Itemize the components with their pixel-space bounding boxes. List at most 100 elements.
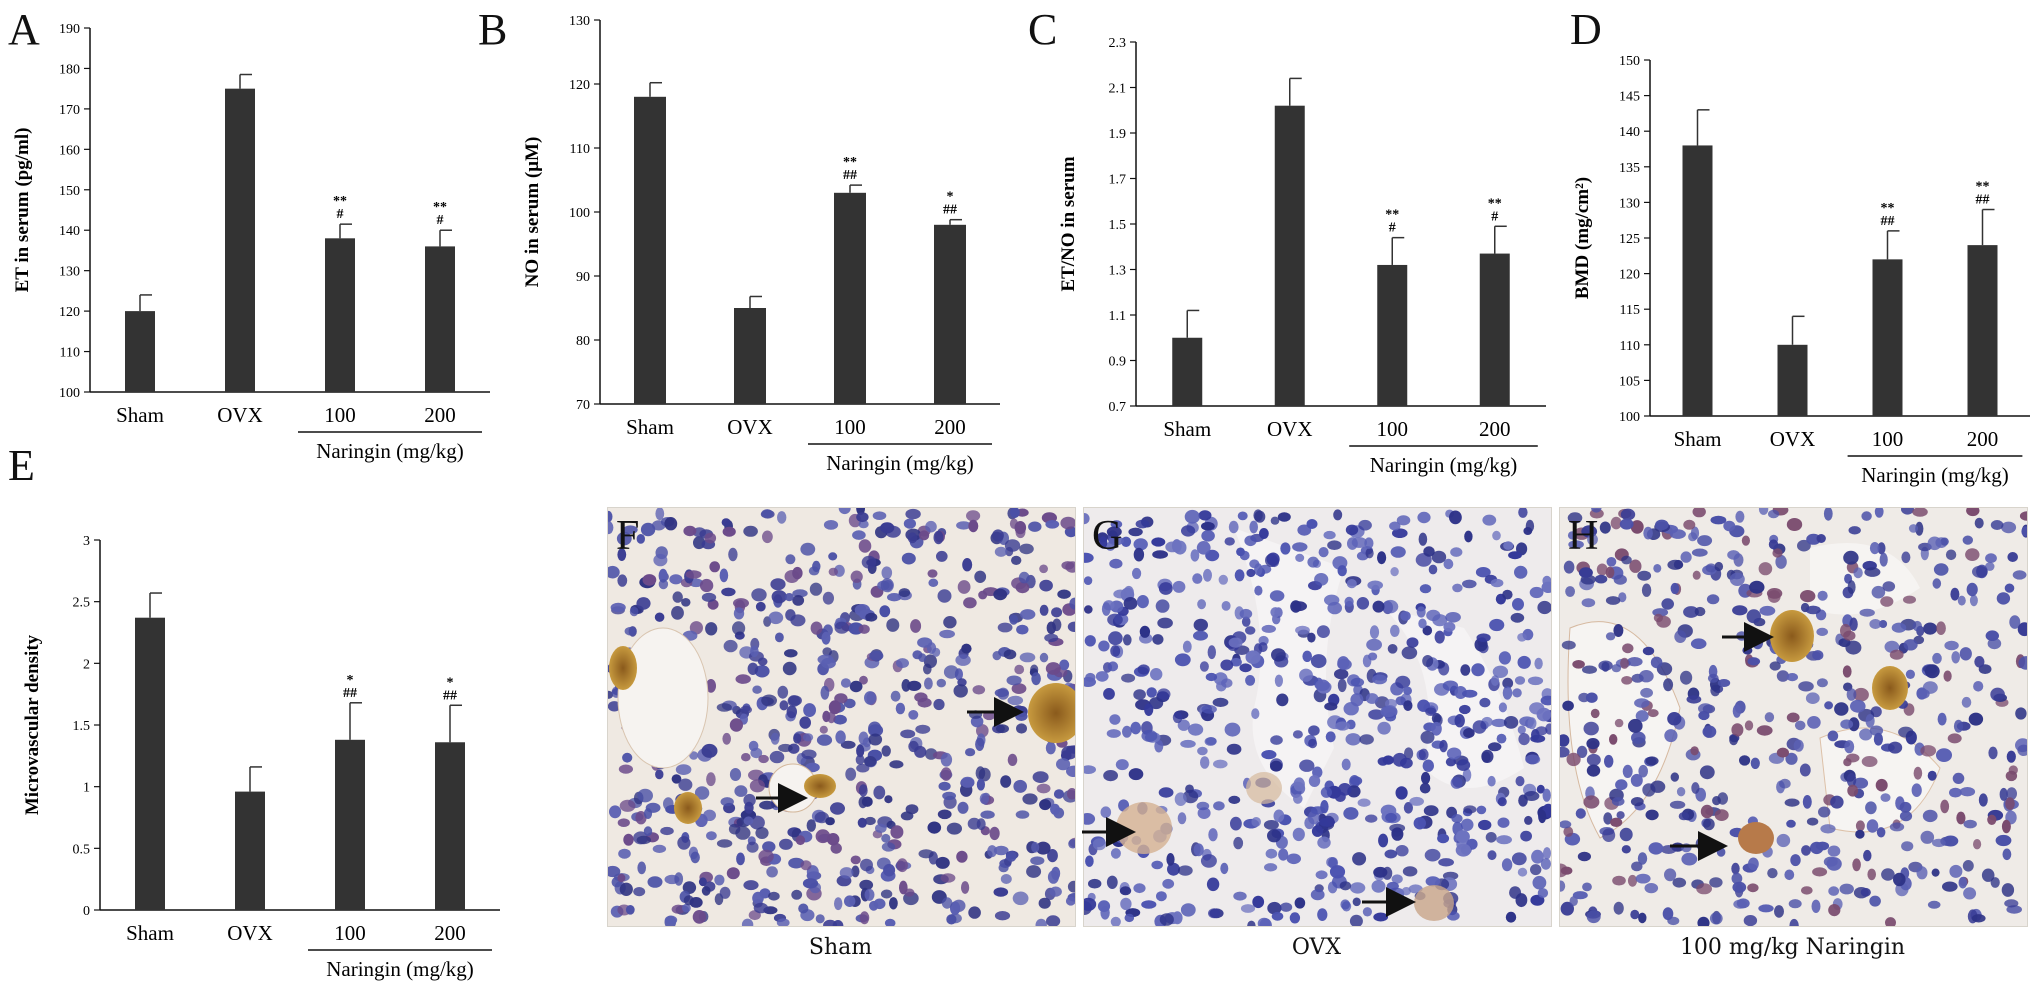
cell-nucleus bbox=[881, 745, 891, 757]
cell-nucleus bbox=[729, 718, 743, 732]
cell-nucleus bbox=[1691, 548, 1708, 557]
cell-nucleus bbox=[1101, 602, 1111, 616]
y-tick-label: 2.3 bbox=[1109, 36, 1127, 51]
cell-nucleus bbox=[1621, 555, 1632, 565]
cell-nucleus bbox=[706, 831, 717, 841]
cell-nucleus bbox=[819, 725, 828, 734]
cell-nucleus bbox=[1995, 834, 2012, 847]
cell-nucleus bbox=[1913, 766, 1923, 780]
cell-nucleus bbox=[1491, 675, 1500, 686]
cell-nucleus bbox=[1151, 860, 1163, 870]
group-label: Naringin (mg/kg) bbox=[1370, 453, 1518, 477]
cell-nucleus bbox=[1365, 693, 1379, 704]
cell-nucleus bbox=[1386, 881, 1399, 891]
cell-nucleus bbox=[1487, 850, 1497, 861]
cell-nucleus bbox=[1669, 529, 1686, 539]
y-tick-label: 105 bbox=[1619, 374, 1640, 389]
cell-nucleus bbox=[1106, 729, 1121, 738]
cell-nucleus bbox=[849, 680, 863, 693]
cell-nucleus bbox=[1741, 535, 1750, 546]
cell-nucleus bbox=[1786, 518, 1803, 531]
cell-nucleus bbox=[1382, 599, 1399, 614]
cell-nucleus bbox=[1239, 663, 1252, 673]
cell-nucleus bbox=[975, 737, 985, 751]
cell-nucleus bbox=[1786, 819, 1796, 828]
cell-nucleus bbox=[1156, 891, 1167, 902]
cell-nucleus bbox=[937, 809, 952, 820]
cell-nucleus bbox=[1716, 847, 1726, 857]
bar bbox=[225, 88, 255, 393]
group-label: Naringin (mg/kg) bbox=[1861, 463, 2009, 487]
significance-label: * bbox=[947, 190, 954, 205]
cell-nucleus bbox=[927, 821, 942, 834]
cell-nucleus bbox=[1931, 868, 1940, 877]
cell-nucleus bbox=[1431, 550, 1447, 564]
cell-nucleus bbox=[1402, 866, 1418, 877]
cell-nucleus bbox=[1710, 684, 1721, 697]
cell-nucleus bbox=[851, 865, 860, 878]
cell-nucleus bbox=[758, 754, 769, 764]
cell-nucleus bbox=[2009, 615, 2021, 629]
cell-nucleus bbox=[859, 675, 868, 685]
cell-nucleus bbox=[1849, 617, 1858, 631]
cell-nucleus bbox=[1827, 845, 1841, 857]
cell-nucleus bbox=[1653, 564, 1662, 573]
cell-nucleus bbox=[1426, 609, 1441, 622]
cell-nucleus bbox=[694, 786, 710, 800]
cell-nucleus bbox=[721, 587, 736, 597]
cell-nucleus bbox=[1121, 536, 1132, 547]
cell-nucleus bbox=[690, 851, 700, 864]
cell-nucleus bbox=[1742, 646, 1753, 655]
chart-e: 0 0.5 1 1.5 2 2.5 3 Microvascular density Sham OV… bbox=[22, 534, 500, 981]
cell-nucleus bbox=[1308, 775, 1321, 787]
cell-nucleus bbox=[1389, 521, 1401, 531]
cell-nucleus bbox=[1401, 646, 1418, 660]
cell-nucleus bbox=[1756, 725, 1773, 736]
cell-nucleus bbox=[1602, 828, 1616, 842]
cell-nucleus bbox=[1345, 524, 1359, 536]
cell-nucleus bbox=[980, 810, 995, 819]
cell-nucleus bbox=[683, 525, 697, 537]
cell-nucleus bbox=[868, 724, 884, 737]
cell-nucleus bbox=[618, 764, 633, 774]
cell-nucleus bbox=[747, 662, 759, 675]
cell-nucleus bbox=[1000, 874, 1012, 884]
bar bbox=[734, 308, 766, 404]
cell-nucleus bbox=[1626, 657, 1643, 667]
cell-nucleus bbox=[1696, 883, 1712, 895]
cell-nucleus bbox=[1463, 728, 1475, 738]
cell-nucleus bbox=[1394, 888, 1405, 899]
cell-nucleus bbox=[692, 910, 707, 924]
cell-nucleus bbox=[1889, 822, 1905, 832]
cell-nucleus bbox=[1337, 565, 1347, 577]
y-tick-label: 0.9 bbox=[1109, 355, 1127, 370]
y-tick-label: 110 bbox=[60, 346, 80, 361]
cell-nucleus bbox=[1201, 704, 1217, 714]
cell-nucleus bbox=[1196, 541, 1211, 555]
cell-nucleus bbox=[1732, 704, 1742, 718]
caption-sham: Sham bbox=[808, 935, 873, 960]
cell-nucleus bbox=[1735, 510, 1745, 523]
cell-nucleus bbox=[1212, 697, 1229, 707]
cell-nucleus bbox=[1805, 692, 1820, 704]
cell-nucleus bbox=[1452, 583, 1463, 593]
cell-nucleus bbox=[1855, 829, 1865, 839]
cell-nucleus bbox=[879, 605, 891, 618]
cell-nucleus bbox=[1972, 565, 1988, 578]
cell-nucleus bbox=[1352, 897, 1361, 907]
cell-nucleus bbox=[1923, 664, 1938, 674]
cell-nucleus bbox=[1346, 579, 1357, 589]
cell-nucleus bbox=[1068, 839, 1075, 849]
cell-nucleus bbox=[1769, 661, 1781, 671]
cell-nucleus bbox=[681, 598, 691, 607]
cell-nucleus bbox=[2005, 770, 2018, 782]
cell-nucleus bbox=[994, 911, 1011, 921]
cell-nucleus bbox=[936, 678, 946, 688]
y-axis-label: Microvascular density bbox=[22, 634, 43, 815]
cell-nucleus bbox=[800, 542, 816, 556]
cell-nucleus bbox=[895, 702, 906, 715]
cell-nucleus bbox=[2004, 583, 2015, 593]
cell-nucleus bbox=[1460, 818, 1474, 831]
cell-nucleus bbox=[1151, 537, 1166, 547]
cell-nucleus bbox=[1877, 542, 1886, 555]
